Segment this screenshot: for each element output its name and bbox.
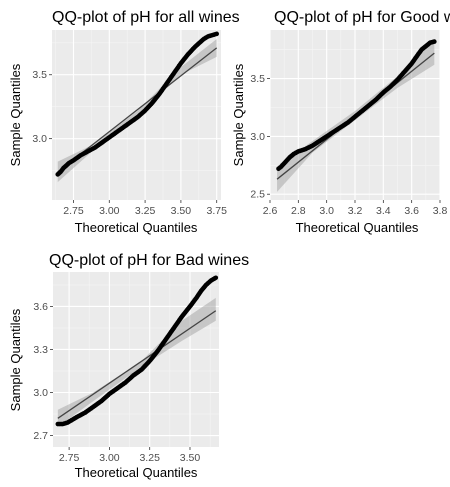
y-tick-label: 2.7 <box>33 430 48 442</box>
sample-points <box>276 39 437 172</box>
y-axis-ticks: 2.5 3.0 3.5 <box>250 73 270 201</box>
y-axis-title: Sample Quantiles <box>8 63 23 166</box>
qq-panel-good-wines: 2.6 2.8 3.0 3.2 3.4 3.6 3.8 2.5 3.0 3.5 QQ-plot … <box>231 9 450 235</box>
sample-point <box>214 31 220 37</box>
x-tick-label: 3.00 <box>99 205 120 217</box>
qq-panel-all-wines: 2.75 3.00 3.25 3.50 3.75 3.0 3.5 QQ-plot of p… <box>8 9 240 235</box>
x-tick-label: 2.8 <box>291 205 306 217</box>
major-gridlines <box>269 30 441 200</box>
x-axis-ticks: 2.75 3.00 3.25 3.50 <box>59 447 200 464</box>
x-axis-title: Theoretical Quantiles <box>296 220 419 235</box>
minor-gridlines <box>52 30 221 200</box>
x-tick-label: 3.25 <box>139 452 160 464</box>
y-tick-label: 3.0 <box>32 133 47 145</box>
x-tick-label: 3.0 <box>319 205 334 217</box>
sample-points <box>55 275 219 427</box>
sample-point <box>213 275 219 281</box>
y-tick-label: 2.5 <box>250 189 265 201</box>
y-axis-ticks: 3.0 3.5 <box>32 69 52 145</box>
x-tick-label: 3.8 <box>433 205 448 217</box>
x-tick-label: 3.50 <box>171 205 192 217</box>
panel-title: QQ-plot of pH for all wines <box>52 9 240 26</box>
y-axis-ticks: 2.7 3.0 3.3 3.6 <box>33 301 53 442</box>
sample-point <box>432 39 437 44</box>
y-axis-title: Sample Quantiles <box>231 63 246 166</box>
x-axis-ticks: 2.75 3.00 3.25 3.50 3.75 <box>63 200 227 217</box>
panel-title: QQ-plot of pH for Good wines <box>274 9 450 26</box>
x-axis-title: Theoretical Quantiles <box>75 220 198 235</box>
x-tick-label: 2.75 <box>63 205 84 217</box>
qq-panel-bad-wines: 2.75 3.00 3.25 3.50 2.7 3.0 3.3 3.6 QQ-plot of… <box>8 252 249 480</box>
x-tick-label: 3.2 <box>348 205 363 217</box>
plot-background <box>52 30 221 200</box>
major-gridlines <box>52 30 221 200</box>
major-gridlines <box>53 272 219 447</box>
y-tick-label: 3.5 <box>250 73 265 85</box>
y-axis-title: Sample Quantiles <box>8 308 23 411</box>
x-tick-label: 3.50 <box>180 452 201 464</box>
x-tick-label: 3.00 <box>99 452 120 464</box>
confidence-band <box>57 297 216 427</box>
y-tick-label: 3.0 <box>250 131 265 143</box>
y-tick-label: 3.3 <box>33 344 48 356</box>
panel-title: QQ-plot of pH for Bad wines <box>49 252 249 269</box>
x-tick-label: 3.75 <box>206 205 227 217</box>
x-tick-label: 3.4 <box>376 205 391 217</box>
x-axis-ticks: 2.6 2.8 3.0 3.2 3.4 3.6 3.8 <box>263 200 448 217</box>
x-axis-title: Theoretical Quantiles <box>75 465 198 480</box>
y-tick-label: 3.6 <box>33 301 48 313</box>
sample-points <box>55 31 220 177</box>
x-tick-label: 3.25 <box>135 205 156 217</box>
y-tick-label: 3.5 <box>32 69 47 81</box>
x-tick-label: 2.6 <box>263 205 278 217</box>
reference-line <box>57 310 217 419</box>
y-tick-label: 3.0 <box>33 387 48 399</box>
x-tick-label: 3.6 <box>404 205 419 217</box>
x-tick-label: 2.75 <box>59 452 80 464</box>
